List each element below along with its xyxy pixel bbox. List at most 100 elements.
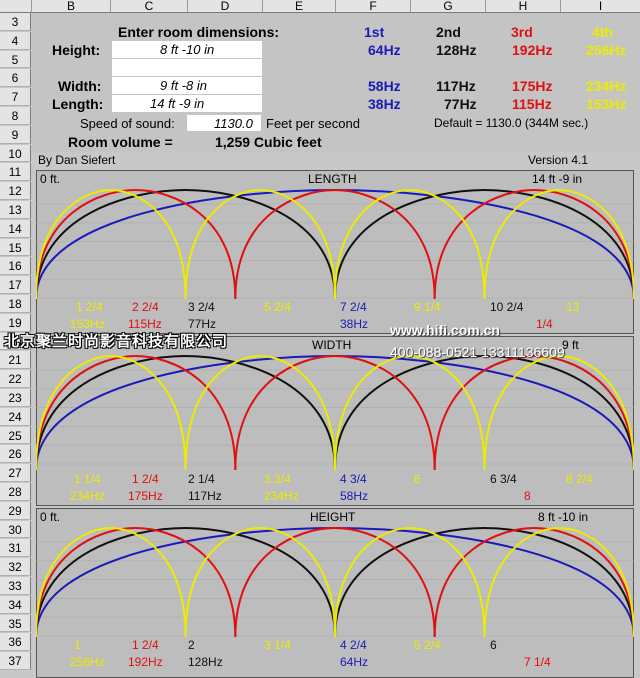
row-header-28[interactable]: 28: [0, 483, 31, 501]
length-input-cell[interactable]: [112, 95, 262, 112]
height-mode-4-curve: [260, 527, 336, 637]
width-mode-2-curve: [334, 355, 485, 470]
width-label: Width:: [58, 78, 102, 94]
width-freq-4: 234Hz: [586, 78, 627, 94]
row-header-17[interactable]: 17: [0, 276, 31, 294]
height-value[interactable]: 8 ft -10 in: [160, 42, 215, 57]
length-freq-label-4: 38Hz: [340, 317, 369, 331]
row-header-33[interactable]: 33: [0, 577, 31, 595]
width-end-label: 9 ft: [562, 338, 579, 352]
height-mode-4-curve: [334, 527, 410, 637]
row-header-19[interactable]: 19: [0, 313, 31, 332]
blank-input-cell[interactable]: [112, 59, 262, 76]
row-header-15[interactable]: 15: [0, 238, 31, 257]
height-start-label: 0 ft.: [40, 510, 61, 524]
column-header-g[interactable]: G: [411, 0, 486, 13]
row-header-18[interactable]: 18: [0, 295, 31, 313]
column-header-i[interactable]: I: [561, 0, 640, 13]
column-header-d[interactable]: D: [188, 0, 263, 13]
width-mode-4-curve: [559, 355, 634, 470]
row-header-7[interactable]: 7: [0, 88, 31, 106]
column-header-b[interactable]: B: [32, 0, 111, 13]
length-freq-label-5: 1/4: [536, 317, 553, 331]
length-freq-2: 77Hz: [444, 96, 477, 112]
speed-unit: Feet per second: [266, 116, 360, 131]
corner-cell[interactable]: [0, 0, 32, 13]
row-header-23[interactable]: 23: [0, 389, 31, 407]
row-header-16[interactable]: 16: [0, 257, 31, 276]
row-header-27[interactable]: 27: [0, 464, 31, 482]
column-header-e[interactable]: E: [263, 0, 336, 13]
row-header-22[interactable]: 22: [0, 370, 31, 388]
length-pos-7: 10 2/4: [490, 300, 524, 314]
height-mode-3-curve: [36, 527, 136, 637]
length-mode-2-curve: [36, 189, 186, 299]
row-header-34[interactable]: 34: [0, 595, 31, 614]
width-mode-4-curve: [184, 355, 261, 470]
length-mode-3-curve: [334, 189, 436, 299]
width-mode-4-curve: [260, 355, 336, 470]
row-header-10[interactable]: 10: [0, 144, 31, 163]
length-value[interactable]: 14 ft -9 in: [150, 96, 205, 111]
height-mode-2-curve: [484, 527, 634, 637]
row-header-31[interactable]: 31: [0, 539, 31, 558]
length-mode-2-curve: [484, 189, 634, 299]
row-header-6[interactable]: 6: [0, 69, 31, 88]
height-mode-4-curve: [36, 527, 111, 637]
width-freq-label-3: 117Hz: [188, 489, 222, 503]
speed-input-cell[interactable]: [187, 115, 261, 131]
row-header-26[interactable]: 26: [0, 445, 31, 464]
row-header-29[interactable]: 29: [0, 501, 31, 520]
height-mode-2-curve: [334, 527, 485, 637]
height-freq-label-4: 64Hz: [340, 655, 369, 669]
height-mode-4-curve: [110, 527, 187, 637]
height-freq-1: 64Hz: [368, 42, 401, 58]
column-header-c[interactable]: C: [111, 0, 188, 13]
row-header-32[interactable]: 32: [0, 558, 31, 576]
height-freq-2: 128Hz: [436, 42, 477, 58]
length-pos-2: 2 2/4: [132, 300, 159, 314]
height-freq-3: 192Hz: [512, 42, 553, 58]
row-header-24[interactable]: 24: [0, 407, 31, 426]
speed-value[interactable]: 1130.0: [214, 116, 253, 131]
column-header-h[interactable]: H: [486, 0, 561, 13]
row-header-30[interactable]: 30: [0, 520, 31, 539]
row-header-37[interactable]: 37: [0, 652, 31, 670]
row-header-25[interactable]: 25: [0, 426, 31, 445]
row-header-11[interactable]: 11: [0, 163, 31, 182]
width-value[interactable]: 9 ft -8 in: [160, 78, 207, 93]
harmonic-4th-label: 4th: [592, 24, 613, 40]
height-label: Height:: [52, 42, 101, 58]
height-mode-3-curve: [135, 527, 237, 637]
length-pos-4: 5 2/4: [264, 300, 291, 314]
width-input-cell[interactable]: [112, 77, 262, 94]
column-header-f[interactable]: F: [336, 0, 411, 13]
width-freq-1: 58Hz: [368, 78, 401, 94]
row-header-36[interactable]: 36: [0, 633, 31, 652]
row-header-20[interactable]: 20: [0, 332, 31, 351]
row-header-12[interactable]: 12: [0, 182, 31, 200]
height-end-label: 8 ft -10 in: [538, 510, 589, 524]
row-header-14[interactable]: 14: [0, 219, 31, 238]
height-pos-3: 2: [188, 638, 195, 652]
row-header-8[interactable]: 8: [0, 107, 31, 125]
watermark-phones: 400-088-0521 13311136609: [390, 344, 565, 360]
row-header-13[interactable]: 13: [0, 201, 31, 219]
version-note: Version 4.1: [528, 153, 589, 167]
row-header-21[interactable]: 21: [0, 351, 31, 370]
height-mode-3-curve: [234, 527, 336, 637]
width-mode-2-curve: [484, 355, 634, 470]
length-mode-4-curve: [409, 189, 486, 299]
row-header-9[interactable]: 9: [0, 125, 31, 144]
length-freq-label-3: 77Hz: [188, 317, 217, 331]
width-mode-1-curve: [334, 355, 634, 470]
row-header-4[interactable]: 4: [0, 31, 31, 50]
volume-label: Room volume =: [68, 134, 173, 150]
row-header-35[interactable]: 35: [0, 614, 31, 633]
row-header-5[interactable]: 5: [0, 50, 31, 69]
speed-label: Speed of sound:: [80, 116, 175, 131]
length-pos-6: 9 1/4: [414, 300, 441, 314]
height-input-cell[interactable]: [112, 41, 262, 58]
row-header-3[interactable]: 3: [0, 13, 31, 31]
height-mode-4-curve: [559, 527, 634, 637]
